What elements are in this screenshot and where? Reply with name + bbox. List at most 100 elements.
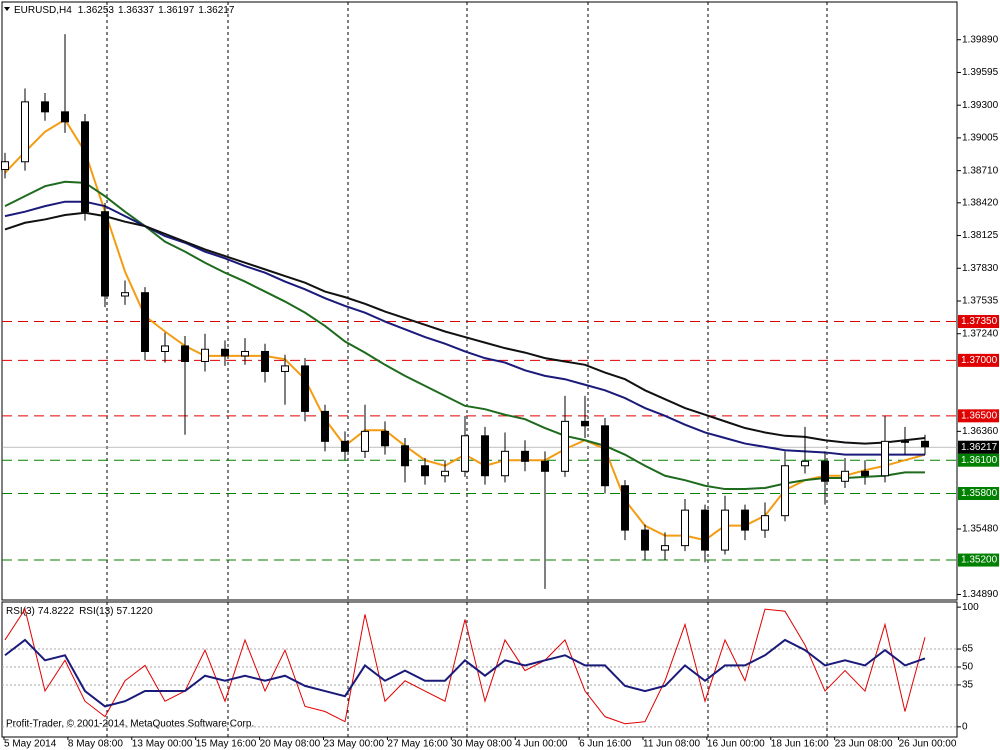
candle-body xyxy=(701,509,709,551)
candle-body xyxy=(21,101,29,163)
candle-body xyxy=(461,435,469,472)
level-label-box xyxy=(958,315,999,329)
candle-body xyxy=(801,460,809,467)
candle-body xyxy=(181,345,189,362)
candle-body xyxy=(401,445,409,467)
header-arrow xyxy=(4,7,10,11)
moving-average xyxy=(4,211,926,445)
rsi-tick-label: 0 xyxy=(962,721,968,732)
x-tick-label: 27 May 16:00 xyxy=(387,739,448,750)
copyright: Profit-Trader, © 2001-2014, MetaQuotes S… xyxy=(6,719,254,730)
candle-body xyxy=(101,211,109,297)
candle-body xyxy=(901,440,909,443)
y-tick-label: 1.38125 xyxy=(962,230,999,241)
candle-body xyxy=(601,425,609,487)
x-tick-label: 16 Jun 00:00 xyxy=(707,739,765,750)
y-tick-label: 1.38710 xyxy=(962,165,999,176)
rsi-tick-label: 35 xyxy=(962,680,974,691)
y-tick-label: 1.38420 xyxy=(962,197,999,208)
y-tick-label: 1.39300 xyxy=(962,100,999,111)
candle-body xyxy=(821,460,829,482)
rsi-panel xyxy=(1,601,958,738)
level-label-box xyxy=(958,486,999,500)
x-tick-label: 5 May 2014 xyxy=(4,739,57,750)
x-tick-label: 20 May 08:00 xyxy=(260,739,321,750)
candle-body xyxy=(721,509,729,551)
candle-body xyxy=(41,101,49,113)
y-tick-label: 1.35480 xyxy=(962,524,999,535)
readout: 1.36197 xyxy=(158,5,195,16)
y-tick-label: 1.37240 xyxy=(962,328,999,339)
candle-body xyxy=(741,509,749,531)
candle-body xyxy=(61,111,69,123)
chart-header: EURUSD,H4 1.36253 1.36337 1.36197 1.36217 xyxy=(14,5,235,16)
level-label: 1.36500 xyxy=(961,410,998,421)
readout: 1.36217 xyxy=(198,5,235,16)
moving-average xyxy=(4,180,925,491)
candle-body xyxy=(921,440,929,448)
candle-body xyxy=(661,545,669,551)
x-tick-label: 30 May 08:00 xyxy=(451,739,512,750)
x-tick-label: 13 May 00:00 xyxy=(132,739,193,750)
candle-body xyxy=(261,350,269,372)
candle-body xyxy=(301,365,309,412)
rsi-line xyxy=(4,607,926,725)
period-separators xyxy=(106,2,828,737)
x-tick-label: 23 May 00:00 xyxy=(324,739,385,750)
y-tick-label: 1.34890 xyxy=(962,589,999,600)
candle-body xyxy=(761,515,769,531)
y-tick-label: 1.36360 xyxy=(962,426,999,437)
candle-body xyxy=(781,465,789,517)
x-tick-label: 4 Jun 00:00 xyxy=(515,739,568,750)
candle-body xyxy=(241,350,249,357)
candle-body xyxy=(1,161,9,171)
candle-body xyxy=(621,485,629,531)
current-price-box xyxy=(958,440,999,454)
rsi-tick-label: 100 xyxy=(962,602,979,613)
candle-body xyxy=(81,121,89,213)
candle-body xyxy=(541,460,549,472)
rsi-header: RSI(3) 74.8222 RSI(13) 57.1220 xyxy=(6,606,153,617)
level-label: 1.35800 xyxy=(961,488,998,499)
candle-body xyxy=(421,465,429,477)
candle-body xyxy=(341,440,349,452)
candle-body xyxy=(441,470,449,477)
y-tick-label: 1.39890 xyxy=(962,34,999,45)
candle-body xyxy=(321,410,329,442)
candle-body xyxy=(861,470,869,477)
level-label-box xyxy=(958,553,999,567)
y-tick-label: 1.37535 xyxy=(962,296,999,307)
candle-body xyxy=(841,470,849,482)
candle-body xyxy=(381,430,389,447)
rsi-reading: 57.1220 xyxy=(117,606,154,617)
candle-body xyxy=(221,348,229,357)
x-tick-label: 23 Jun 08:00 xyxy=(835,739,893,750)
x-tick-label: 6 Jun 16:00 xyxy=(579,739,632,750)
candle-body xyxy=(561,420,569,472)
candle-body xyxy=(161,345,169,352)
x-tick-label: 18 Jun 16:00 xyxy=(771,739,829,750)
level-label: 1.36100 xyxy=(961,455,998,466)
candle-body xyxy=(121,292,129,297)
x-tick-label: 8 May 08:00 xyxy=(68,739,123,750)
current-price-label: 1.36217 xyxy=(961,442,998,453)
candle-body xyxy=(521,450,529,462)
candle-body xyxy=(141,292,149,352)
moving-average xyxy=(4,200,925,456)
candle-body xyxy=(361,430,369,452)
level-label-box xyxy=(958,353,999,367)
level-label: 1.37350 xyxy=(961,316,998,327)
x-tick-label: 15 May 16:00 xyxy=(196,739,257,750)
level-label: 1.37000 xyxy=(961,355,998,366)
y-tick-label: 1.39005 xyxy=(962,133,999,144)
candle-body xyxy=(281,365,289,372)
y-tick-label: 1.37830 xyxy=(962,263,999,274)
readout: 1.36337 xyxy=(118,5,155,16)
rsi-line xyxy=(4,638,926,708)
candle-body xyxy=(201,348,209,362)
rsi-tick-label: 65 xyxy=(962,644,974,655)
x-tick-label: 11 Jun 08:00 xyxy=(643,739,701,750)
